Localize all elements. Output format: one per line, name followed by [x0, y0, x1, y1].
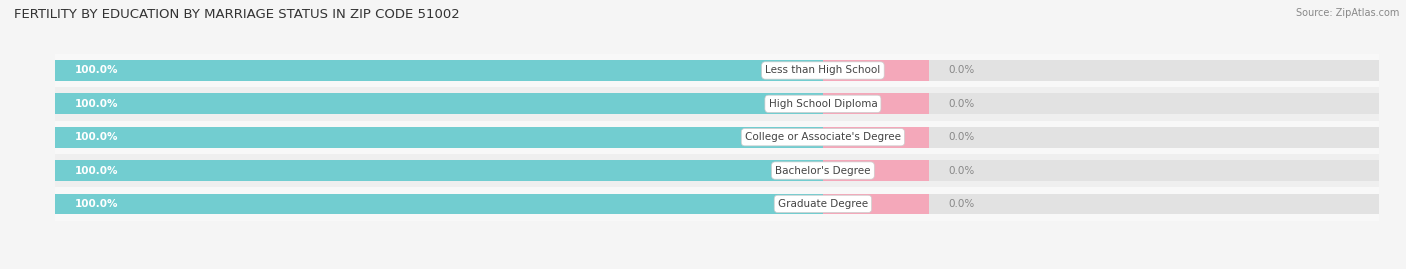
- Text: 100.0%: 100.0%: [76, 165, 118, 176]
- Bar: [823, 94, 929, 114]
- Bar: [55, 60, 1379, 81]
- Bar: [823, 160, 929, 181]
- Text: Bachelor's Degree: Bachelor's Degree: [775, 165, 870, 176]
- Bar: [55, 127, 1379, 147]
- Text: High School Diploma: High School Diploma: [769, 99, 877, 109]
- Text: 100.0%: 100.0%: [76, 199, 118, 209]
- Text: College or Associate's Degree: College or Associate's Degree: [745, 132, 901, 142]
- Text: 0.0%: 0.0%: [949, 199, 974, 209]
- Bar: [55, 187, 1379, 221]
- Bar: [55, 94, 823, 114]
- Text: 0.0%: 0.0%: [949, 65, 974, 76]
- Bar: [55, 127, 823, 147]
- Bar: [823, 127, 929, 147]
- Text: 100.0%: 100.0%: [76, 65, 118, 76]
- Text: 100.0%: 100.0%: [76, 99, 118, 109]
- Bar: [55, 194, 823, 214]
- Bar: [55, 160, 1379, 181]
- Bar: [55, 87, 1379, 121]
- Bar: [823, 194, 929, 214]
- Bar: [55, 60, 823, 81]
- Text: Source: ZipAtlas.com: Source: ZipAtlas.com: [1295, 8, 1399, 18]
- Text: Less than High School: Less than High School: [765, 65, 880, 76]
- Bar: [55, 160, 823, 181]
- Text: 100.0%: 100.0%: [76, 132, 118, 142]
- Text: 0.0%: 0.0%: [949, 132, 974, 142]
- Bar: [55, 154, 1379, 187]
- Bar: [55, 121, 1379, 154]
- Bar: [55, 94, 1379, 114]
- Bar: [823, 60, 929, 81]
- Bar: [55, 194, 1379, 214]
- Bar: [55, 54, 1379, 87]
- Text: FERTILITY BY EDUCATION BY MARRIAGE STATUS IN ZIP CODE 51002: FERTILITY BY EDUCATION BY MARRIAGE STATU…: [14, 8, 460, 21]
- Text: 0.0%: 0.0%: [949, 99, 974, 109]
- Text: Graduate Degree: Graduate Degree: [778, 199, 868, 209]
- Text: 0.0%: 0.0%: [949, 165, 974, 176]
